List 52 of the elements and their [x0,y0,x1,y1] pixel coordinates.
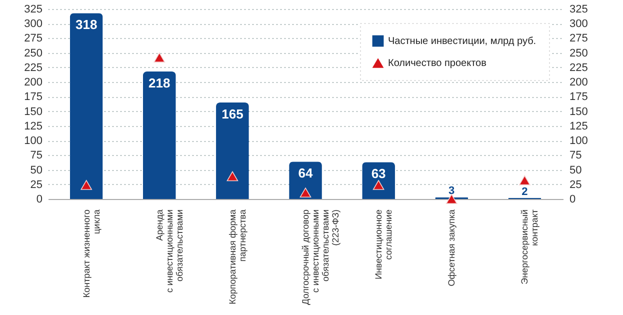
y-tick-label: 25 [30,178,42,191]
x-tick-label: Офсетная закупка [446,210,457,286]
bar [142,72,176,199]
y-tick-label: 200 [24,76,42,89]
y2-tick-label: 200 [570,76,588,89]
x-tick-label: Инвестиционное соглашение [374,210,394,280]
legend-label: Частные инвестиции, млрд руб. [388,36,536,47]
y2-tick-label: 175 [570,91,588,104]
bar [70,13,103,199]
bar [216,102,249,199]
point [80,180,92,190]
y2-tick-label: 0 [570,194,576,206]
data-label: 2 [522,186,528,198]
point [300,188,312,198]
y-tick-label: 225 [24,62,42,74]
point [446,194,458,204]
y-tick-label: 50 [30,164,42,176]
x-tick-label: Энергосервисный контракт [520,210,540,284]
y2-tick-label: 225 [570,62,588,74]
data-label: 3 [448,185,455,198]
y2-tick-label: 50 [570,164,582,176]
y2-tick-label: 275 [570,32,588,45]
data-label: 218 [148,76,170,91]
data-label: 63 [371,166,386,182]
y-tick-label: 325 [24,4,42,16]
y-tick-label: 150 [24,106,42,118]
y-tick-label: 0 [36,194,42,206]
y-tick-label: 300 [24,18,42,30]
y2-tick-label: 125 [570,120,588,132]
y2-tick-label: 75 [570,150,582,162]
x-tick-label: Долгосрочный договор с инвестиционными обязательствами (223-ФЗ) [300,210,340,305]
legend-label: Количество проектов [388,58,486,69]
y2-tick-label: 300 [570,18,588,30]
y2-tick-label: 100 [570,135,588,148]
y-tick-label: 125 [24,120,42,132]
y-tick-label: 275 [24,32,42,45]
point [226,171,238,182]
y-tick-label: 100 [24,135,42,148]
data-label: 165 [222,106,244,122]
y2-tick-label: 325 [570,4,588,16]
point [519,175,530,186]
x-tick-label: Корпоративная форма партнерства [227,210,248,304]
y2-tick-label: 250 [570,47,588,60]
data-label: 318 [76,17,98,32]
x-tick-label: Контракт жизненного цикла [81,210,102,298]
y-tick-label: 175 [24,91,42,104]
data-label: 64 [298,166,314,181]
y2-tick-label: 150 [570,106,588,118]
y-tick-label: 250 [24,47,42,60]
y2-tick-label: 25 [570,178,582,191]
y-tick-label: 75 [30,150,42,162]
point [154,52,166,62]
